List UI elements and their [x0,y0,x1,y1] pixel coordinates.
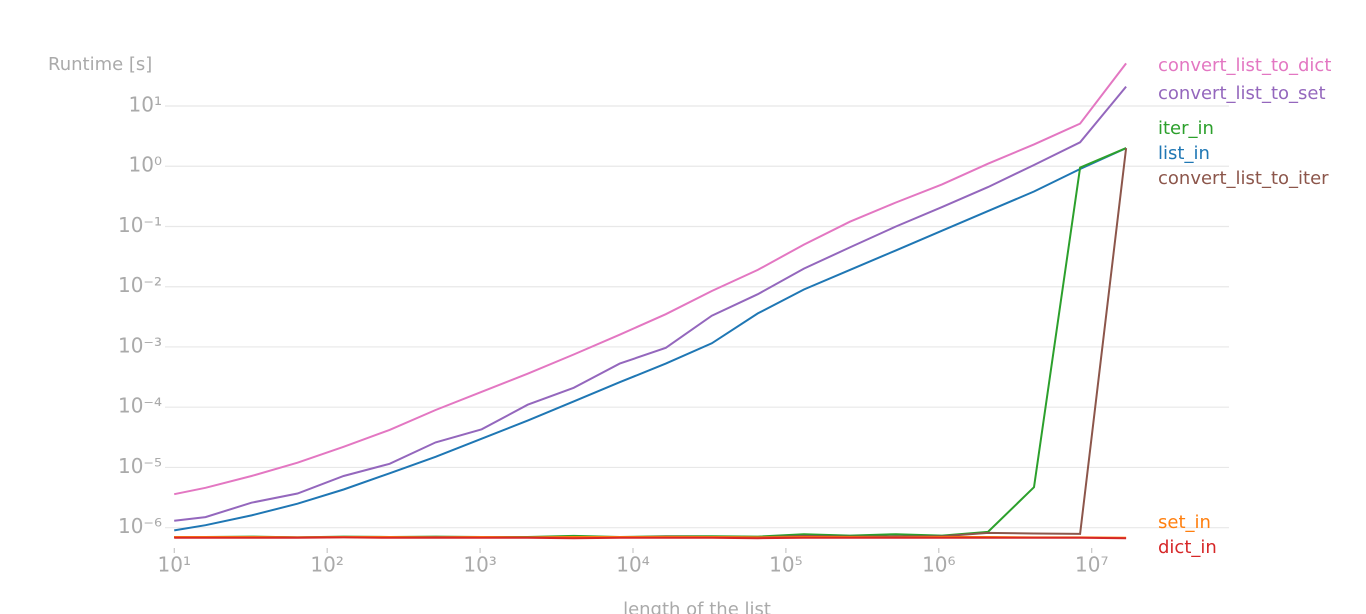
y-tick-label: 10⁻¹ [118,213,162,237]
y-tick-label: 10¹ [129,92,162,116]
legend-label: list_in [1158,143,1210,164]
x-tick-label: 10¹ [158,553,191,577]
series-line [174,536,1127,540]
y-tick-label: 10⁰ [129,153,162,177]
series-line [174,85,1127,522]
series-line [174,147,1127,532]
legend-label: set_in [1158,512,1211,533]
x-tick-label: 10⁵ [769,553,802,577]
x-tick-label: 10⁶ [922,553,955,577]
x-tick-label: 10² [310,553,343,577]
legend-label: iter_in [1158,118,1214,139]
legend-label: convert_list_to_iter [1158,168,1329,189]
series-line [174,147,1128,539]
legend-label: convert_list_to_set [1158,83,1326,104]
x-tick-label: 10⁷ [1075,553,1108,577]
legend-label: dict_in [1158,537,1217,558]
x-tick-label: 10⁴ [616,553,649,577]
series-line [173,62,1127,496]
legend-label: convert_list_to_dict [1158,55,1331,76]
series-line [174,147,1127,539]
x-axis-label: length of the list [623,599,771,614]
x-tick-label: 10³ [463,553,496,577]
y-tick-label: 10⁻² [118,273,162,297]
y-tick-label: 10⁻⁶ [118,514,162,538]
y-axis-label: Runtime [s] [48,54,152,75]
y-tick-label: 10⁻⁴ [118,394,162,418]
y-tick-label: 10⁻³ [118,333,162,357]
y-tick-label: 10⁻⁵ [118,454,162,478]
